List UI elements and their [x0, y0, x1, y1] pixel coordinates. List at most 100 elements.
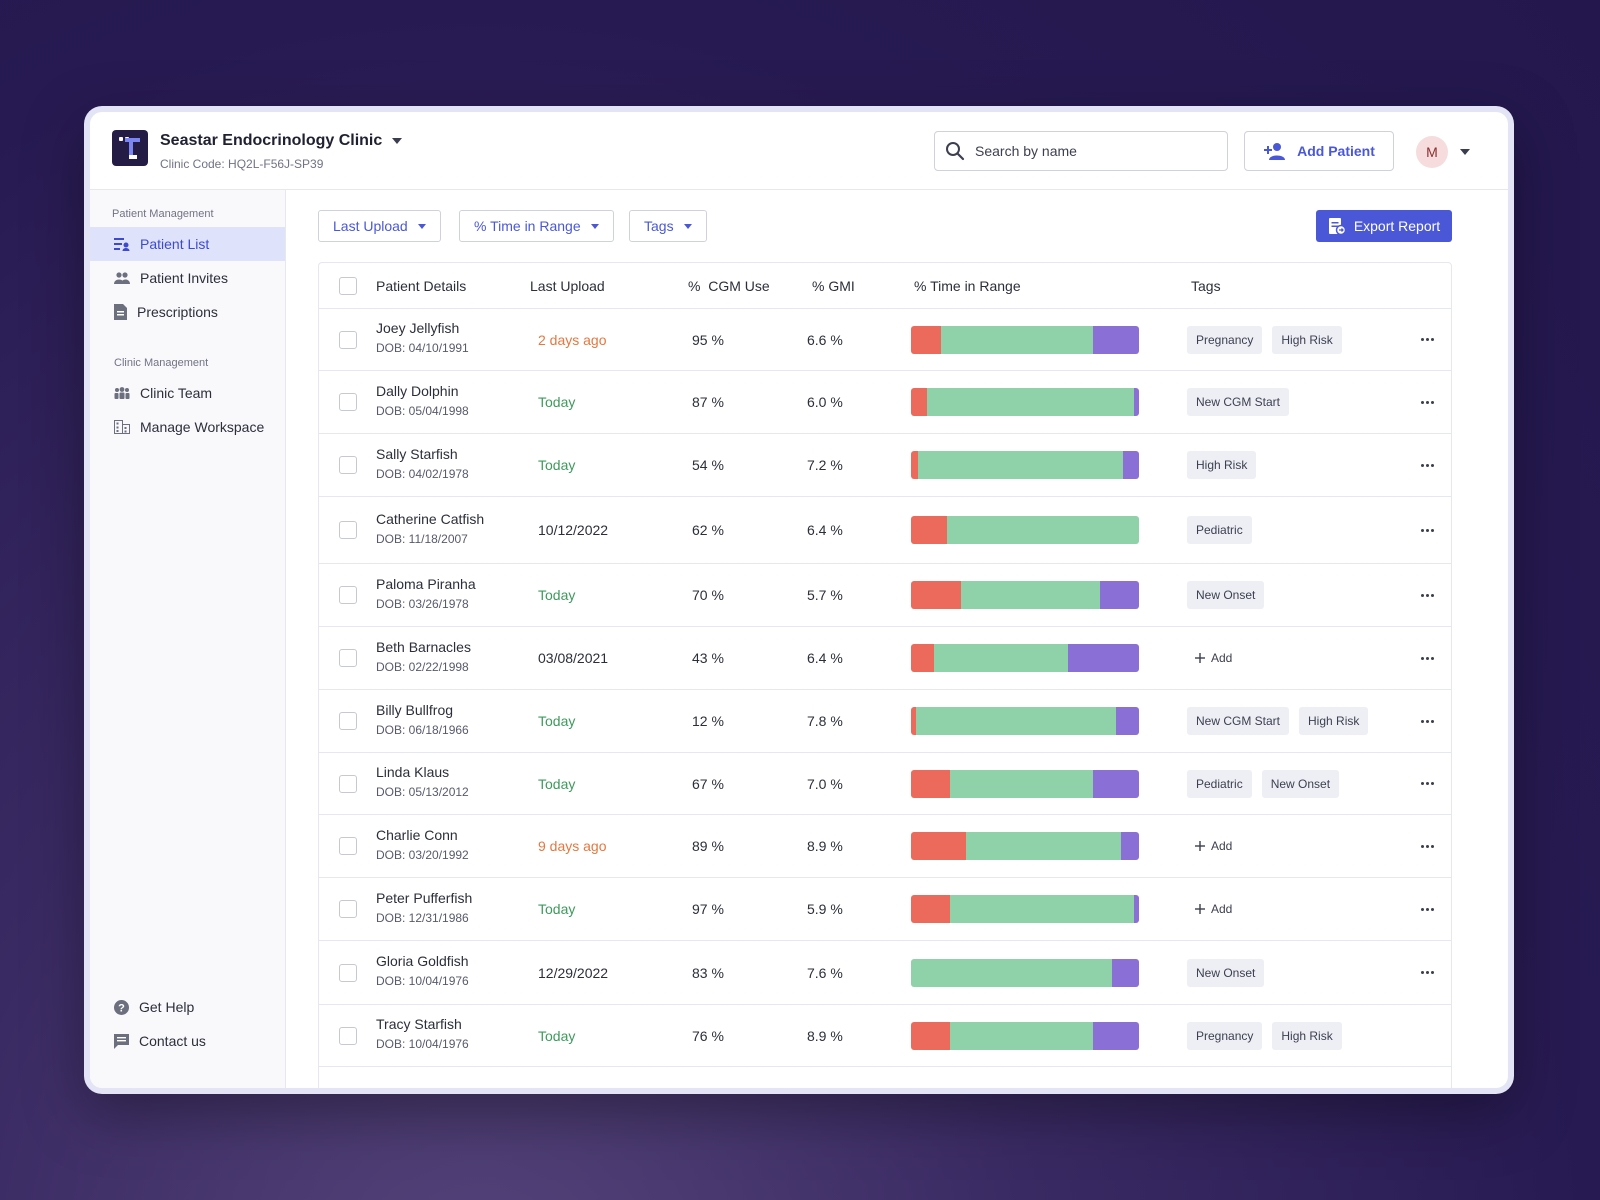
tag[interactable]: Pediatric: [1187, 769, 1252, 798]
table-row[interactable]: Catherine Catfish DOB: 11/18/2007 10/12/20…: [319, 497, 1451, 564]
tir-low-segment: [911, 644, 934, 672]
header-tags[interactable]: Tags: [1191, 278, 1221, 294]
tag[interactable]: New Onset: [1187, 958, 1265, 987]
more-options-icon[interactable]: [1417, 587, 1437, 603]
patient-name[interactable]: Billy Bullfrog: [376, 701, 454, 718]
table-row[interactable]: Sally Starfish DOB: 04/02/1978 Today 54 % 7.…: [319, 434, 1451, 497]
row-checkbox[interactable]: [339, 837, 357, 855]
avatar[interactable]: M: [1416, 136, 1448, 168]
more-options-icon[interactable]: [1417, 522, 1437, 538]
gmi-value: 7.0 %: [807, 775, 843, 792]
filter-last-upload[interactable]: Last Upload: [318, 210, 441, 242]
cgm-use-value: 89 %: [692, 838, 724, 854]
tag[interactable]: High Risk: [1187, 451, 1257, 479]
tag-list: Add: [1187, 651, 1232, 665]
more-options-icon[interactable]: [1417, 650, 1437, 666]
select-all-checkbox[interactable]: [339, 277, 357, 295]
sidebar-item-get-help[interactable]: ? Get Help: [90, 990, 285, 1024]
patient-name[interactable]: Dally Dolphin: [376, 382, 459, 399]
tir-high-segment: [1093, 325, 1139, 354]
table-row[interactable]: Tracy Starfish DOB: 10/04/1976 Today 76 % 8.…: [319, 1005, 1451, 1067]
patient-name[interactable]: Charlie Conn: [376, 826, 458, 843]
last-upload-value: 2 days ago: [538, 331, 607, 348]
more-options-icon[interactable]: [1417, 776, 1437, 792]
export-report-button[interactable]: Export Report: [1316, 210, 1452, 242]
search-box[interactable]: [934, 131, 1228, 171]
cgm-use-value: 43 %: [692, 650, 724, 666]
row-checkbox[interactable]: [339, 900, 357, 918]
time-in-range-bar: [911, 516, 1139, 544]
tag[interactable]: New CGM Start: [1187, 707, 1290, 735]
patient-name[interactable]: Beth Barnacles: [376, 638, 471, 655]
tag[interactable]: Pediatric: [1187, 516, 1252, 544]
tag[interactable]: Pregnancy: [1187, 1021, 1263, 1050]
patient-name[interactable]: Tracy Starfish: [376, 1016, 462, 1032]
more-options-icon[interactable]: [1417, 457, 1437, 473]
filter-tags[interactable]: Tags: [629, 210, 707, 242]
patient-name[interactable]: Gloria Goldfish: [376, 953, 469, 969]
more-options-icon[interactable]: [1417, 394, 1437, 410]
tag[interactable]: Pregnancy: [1187, 325, 1263, 354]
account-chevron-down-icon[interactable]: [1460, 149, 1470, 155]
table-row[interactable]: Billy Bullfrog DOB: 06/18/1966 Today 12 % 7.…: [319, 690, 1451, 753]
tir-in-range-segment: [933, 644, 1069, 672]
sidebar-item-clinic-team[interactable]: Clinic Team: [90, 376, 285, 410]
row-checkbox[interactable]: [339, 586, 357, 604]
search-input[interactable]: [975, 143, 1205, 159]
table-row[interactable]: Charlie Conn DOB: 03/20/1992 9 days ago 89 …: [319, 815, 1451, 878]
table-row[interactable]: Linda Klaus DOB: 05/13/2012 Today 67 % 7.0 %…: [319, 753, 1451, 815]
row-checkbox[interactable]: [339, 521, 357, 539]
header-patient-details[interactable]: Patient Details: [376, 278, 467, 294]
header-cgm-use[interactable]: % CGM Use: [688, 278, 770, 294]
cgm-use-value: 54 %: [692, 457, 724, 473]
row-checkbox[interactable]: [339, 774, 357, 793]
table-row[interactable]: Dally Dolphin DOB: 05/04/1998 Today 87 % 6.0…: [319, 371, 1451, 434]
row-checkbox[interactable]: [339, 1026, 357, 1045]
tag[interactable]: High Risk: [1272, 1021, 1342, 1050]
add-patient-button[interactable]: Add Patient: [1244, 131, 1394, 171]
row-checkbox[interactable]: [339, 649, 357, 667]
header-time-in-range[interactable]: % Time in Range: [914, 278, 1021, 294]
tag[interactable]: New CGM Start: [1187, 388, 1290, 416]
row-checkbox[interactable]: [339, 393, 357, 411]
clinic-selector[interactable]: Seastar Endocrinology Clinic: [160, 132, 403, 150]
row-checkbox[interactable]: [339, 456, 357, 474]
more-options-icon[interactable]: [1417, 965, 1437, 981]
row-checkbox[interactable]: [339, 963, 357, 982]
patient-dob: DOB: 10/04/1976: [376, 974, 469, 988]
header-gmi[interactable]: % GMI: [812, 278, 855, 294]
table-row[interactable]: Gloria Goldfish DOB: 10/04/1976 12/29/2022…: [319, 941, 1451, 1005]
patient-name[interactable]: Linda Klaus: [376, 764, 450, 780]
tag[interactable]: High Risk: [1299, 707, 1369, 735]
patient-name[interactable]: Peter Pufferfish: [376, 889, 473, 906]
patient-name[interactable]: Sally Starfish: [376, 445, 458, 462]
add-tag-button[interactable]: Add: [1187, 839, 1232, 853]
time-in-range-bar: [911, 769, 1139, 798]
tag[interactable]: High Risk: [1272, 325, 1342, 354]
sidebar-item-manage-workspace[interactable]: Manage Workspace: [90, 410, 285, 444]
more-options-icon[interactable]: [1417, 332, 1437, 348]
add-tag-button[interactable]: Add: [1187, 902, 1232, 916]
table-row[interactable]: Peter Pufferfish DOB: 12/31/1986 Today 97 %…: [319, 878, 1451, 941]
filter-time-in-range[interactable]: % Time in Range: [459, 210, 614, 242]
patient-name[interactable]: Joey Jellyfish: [376, 320, 460, 336]
row-checkbox[interactable]: [339, 330, 357, 349]
sidebar-item-contact-us[interactable]: Contact us: [90, 1024, 285, 1058]
document-icon: [114, 304, 127, 320]
tag[interactable]: New Onset: [1261, 769, 1340, 798]
add-tag-button[interactable]: Add: [1187, 651, 1232, 665]
sidebar-item-patient-invites[interactable]: Patient Invites: [90, 261, 285, 295]
more-options-icon[interactable]: [1417, 901, 1437, 917]
tag[interactable]: New Onset: [1187, 581, 1265, 609]
more-options-icon[interactable]: [1417, 713, 1437, 729]
patient-name[interactable]: Catherine Catfish: [376, 510, 485, 527]
table-row[interactable]: Paloma Piranha DOB: 03/26/1978 Today 70 % 5.…: [319, 564, 1451, 627]
table-row[interactable]: Beth Barnacles DOB: 02/22/1998 03/08/2021 4…: [319, 627, 1451, 690]
sidebar-item-patient-list[interactable]: Patient List: [90, 227, 285, 261]
more-options-icon[interactable]: [1417, 838, 1437, 854]
sidebar-item-prescriptions[interactable]: Prescriptions: [90, 295, 285, 329]
patient-name[interactable]: Paloma Piranha: [376, 575, 476, 592]
header-last-upload[interactable]: Last Upload: [530, 278, 605, 294]
row-checkbox[interactable]: [339, 712, 357, 730]
table-row[interactable]: Joey Jellyfish DOB: 04/10/1991 2 days ago 9…: [319, 309, 1451, 371]
